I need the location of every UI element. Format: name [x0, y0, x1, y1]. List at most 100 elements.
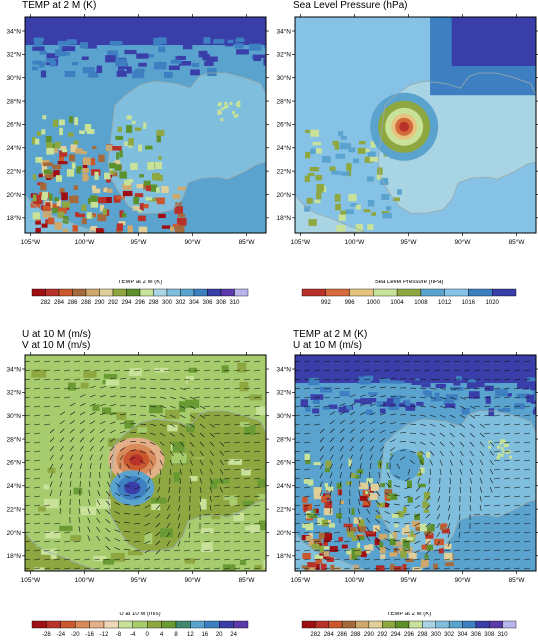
wind-vector — [94, 567, 101, 570]
wind-vector — [54, 531, 61, 534]
wind-vector — [177, 513, 181, 520]
wind-vector — [119, 404, 126, 407]
wind-vector — [34, 378, 41, 381]
colorbar-swatch — [422, 620, 436, 629]
wind-vector — [504, 378, 511, 381]
wind-patch — [58, 415, 66, 424]
wind-vector — [139, 414, 147, 416]
wind-patch — [92, 404, 100, 411]
warm-patch — [323, 551, 330, 557]
green-patch — [325, 486, 334, 491]
wind-vector — [224, 477, 231, 480]
warm-patch — [362, 503, 370, 508]
warm-patch — [313, 487, 322, 494]
wind-vector — [149, 387, 157, 390]
green-patch — [410, 530, 414, 537]
wind-vector — [104, 369, 111, 372]
pressure-patch — [331, 170, 341, 175]
y-tick-label: 28°N — [276, 435, 291, 443]
wind-vector — [504, 495, 511, 498]
wind-vector — [329, 437, 335, 443]
colorbar-tick-label: 300 — [162, 300, 173, 306]
wind-vector — [349, 445, 354, 452]
wind-vector — [49, 437, 55, 443]
colorbar-swatch — [146, 620, 162, 629]
wind-vector — [378, 472, 381, 479]
map-frame — [24, 16, 267, 234]
wind-vector — [425, 540, 431, 546]
wind-vector — [234, 441, 241, 444]
y-tick-label: 32°N — [6, 389, 21, 397]
wind-vector — [84, 378, 91, 381]
wind-vector — [114, 547, 121, 551]
wind-vector — [204, 531, 211, 534]
wind-patch — [68, 445, 84, 451]
x-tick-label: 100°W — [75, 238, 95, 246]
wind-vector — [469, 477, 473, 484]
x-tick-label: 85°W — [509, 576, 526, 584]
wind-vector — [49, 428, 55, 434]
wind-vector — [105, 545, 111, 551]
wind-vector — [409, 414, 417, 416]
wind-vector — [324, 387, 331, 390]
wind-vector — [244, 414, 251, 417]
cold-patch — [526, 394, 535, 403]
green-patch — [317, 517, 325, 526]
wind-vector — [149, 378, 157, 380]
colorbar-swatch — [139, 288, 154, 297]
wind-vector — [214, 360, 221, 363]
warm-patch — [119, 210, 124, 218]
wind-patch — [184, 558, 195, 564]
wind-vector — [314, 360, 321, 363]
wind-vector — [79, 437, 85, 443]
wind-vector — [439, 459, 443, 466]
wind-vector — [319, 446, 325, 452]
wind-vector — [224, 504, 231, 507]
wind-vector — [339, 420, 345, 425]
wind-vector — [99, 437, 105, 443]
pressure-patch — [334, 194, 341, 202]
wind-vector — [514, 486, 521, 489]
wind-vector — [224, 387, 231, 390]
wind-vector — [155, 531, 161, 537]
y-tick-label: 30°N — [276, 74, 291, 82]
y-tick-label: 20°N — [276, 529, 291, 537]
warm-patch — [405, 558, 414, 563]
wind-vector — [449, 423, 456, 428]
wind-patch — [102, 407, 118, 415]
wind-vector — [109, 386, 116, 389]
y-tick-label: 30°N — [276, 412, 291, 420]
cold-patch — [263, 58, 266, 66]
warm-patch — [100, 204, 105, 212]
wind-vector — [254, 396, 261, 399]
wind-vector — [415, 486, 421, 492]
coastline — [107, 72, 266, 214]
wind-patch — [257, 479, 266, 488]
wind-vector — [304, 432, 311, 435]
wind-vector — [209, 504, 212, 511]
warm-patch — [370, 483, 380, 492]
wind-vector — [459, 468, 463, 475]
x-tick-label: 95°W — [400, 576, 417, 584]
warm-patch — [434, 538, 444, 546]
wind-vector — [254, 540, 261, 543]
wind-patch — [165, 462, 172, 474]
wind-vector — [34, 432, 41, 435]
green-patch — [102, 208, 107, 215]
title-line: TEMP at 2 M (K) — [293, 329, 368, 340]
wind-vector — [384, 492, 391, 497]
wind-vector — [44, 360, 51, 363]
wind-vector — [145, 495, 151, 500]
wind-vector — [459, 414, 466, 419]
colorbar-swatch — [492, 288, 517, 297]
x-tick-label: 100°W — [75, 576, 95, 584]
wind-vector — [189, 504, 191, 512]
wind-vector — [234, 369, 241, 372]
warm-patch — [80, 151, 87, 155]
warm-patch — [73, 185, 79, 190]
wind-vector — [384, 369, 391, 372]
wind-vector — [304, 396, 311, 399]
wind-patch — [81, 400, 93, 407]
cold-patch — [338, 406, 349, 413]
wind-vector — [304, 378, 311, 381]
